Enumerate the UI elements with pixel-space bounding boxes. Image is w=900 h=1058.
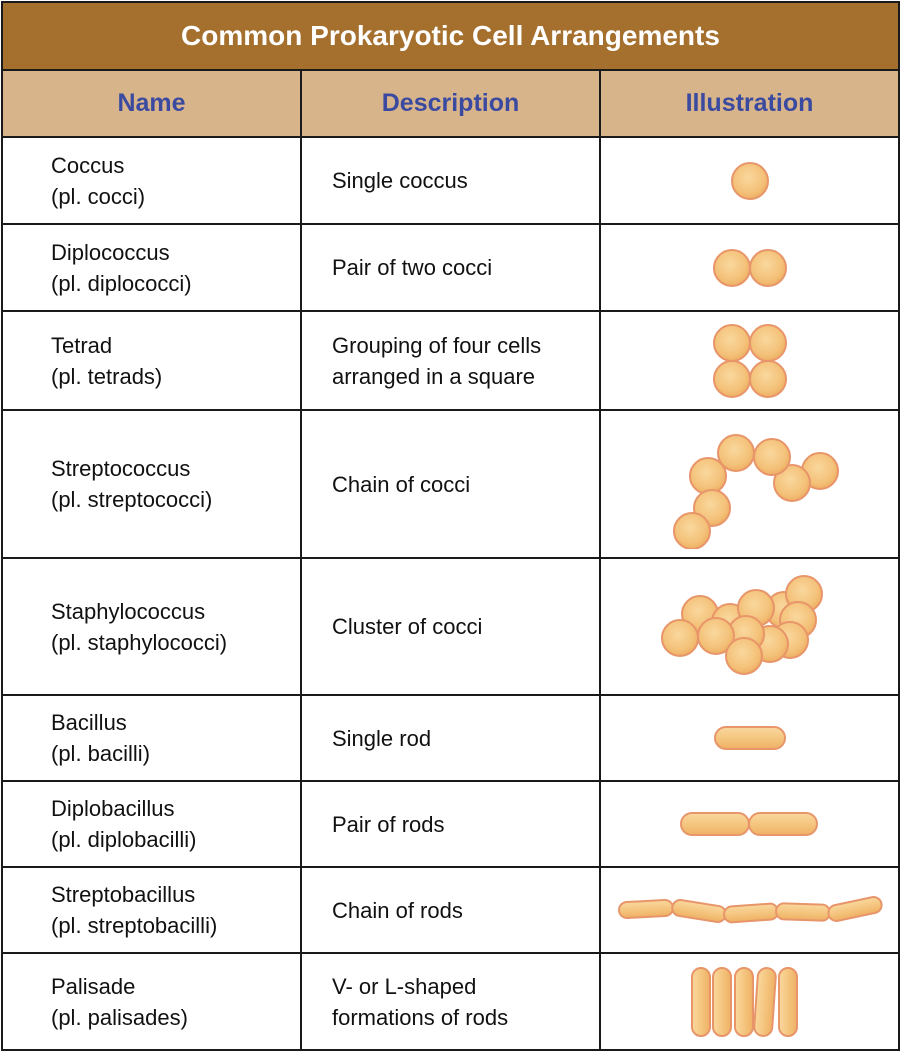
diplobacillus-illustration <box>679 812 818 836</box>
staphylococcus-illustration <box>660 574 823 675</box>
description-text: formations of rods <box>332 1004 509 1030</box>
palisade-illustration <box>690 966 798 1037</box>
name-cell: Bacillus (pl. bacilli) <box>1 694 302 782</box>
diplococcus-illustration <box>712 248 787 287</box>
name-cell: Diplobacillus (pl. diplobacilli) <box>1 780 302 868</box>
illustration-cell <box>599 866 900 954</box>
plural-text: (pl. streptobacilli) <box>51 913 218 938</box>
description-text: Pair of rods <box>332 811 445 837</box>
illustration-cell <box>599 694 900 782</box>
illustration-cell <box>599 952 900 1051</box>
plural-text: (pl. palisades) <box>51 1004 188 1030</box>
description-cell: V- or L-shaped formations of rods <box>300 952 601 1051</box>
column-header-description: Description <box>300 69 601 138</box>
description-text: Single coccus <box>332 168 468 193</box>
name-text: Diplococcus <box>51 239 170 265</box>
name-cell: Staphylococcus (pl. staphylococci) <box>1 557 302 696</box>
name-cell: Streptococcus (pl. streptococci) <box>1 409 302 559</box>
table-row: Streptococcus (pl. streptococci) Chain o… <box>1 409 900 559</box>
name-text: Diplobacillus <box>51 796 175 821</box>
illustration-cell <box>599 780 900 868</box>
description-text: Single rod <box>332 725 432 751</box>
table-row: Streptobacillus (pl. streptobacilli) Cha… <box>1 866 900 954</box>
name-cell: Coccus (pl. cocci) <box>1 136 302 225</box>
name-text: Streptobacillus <box>51 882 196 907</box>
table-row: Diplococcus (pl. diplococci) Pair of two… <box>1 223 900 312</box>
description-cell: Grouping of four cells arranged in a squ… <box>300 310 601 411</box>
column-header-illustration: Illustration <box>599 69 900 138</box>
description-text: Cluster of cocci <box>332 614 483 639</box>
table-row: Coccus (pl. cocci) Single coccus <box>1 136 900 225</box>
description-text: Grouping of four cells <box>332 332 542 358</box>
header-row: Name Description Illustration <box>1 69 900 138</box>
streptococcus-illustration <box>672 434 839 549</box>
plural-text: (pl. staphylococci) <box>51 629 228 655</box>
tetrad-illustration <box>712 323 787 398</box>
illustration-cell <box>599 310 900 411</box>
description-cell: Pair of two cocci <box>300 223 601 312</box>
description-text: Chain of rods <box>332 897 463 923</box>
table-row: Staphylococcus (pl. staphylococci) Clust… <box>1 557 900 696</box>
title-row: Common Prokaryotic Cell Arrangements <box>1 1 900 71</box>
name-text: Streptococcus <box>51 456 191 481</box>
description-cell: Cluster of cocci <box>300 557 601 696</box>
plural-text: (pl. diplobacilli) <box>51 827 197 852</box>
plural-text: (pl. bacilli) <box>51 741 151 766</box>
description-cell: Chain of cocci <box>300 409 601 559</box>
illustration-cell <box>599 409 900 559</box>
name-text: Palisade <box>51 973 136 999</box>
table-row: Palisade (pl. palisades) V- or L-shaped … <box>1 952 900 1051</box>
description-cell: Chain of rods <box>300 866 601 954</box>
plural-text: (pl. streptococci) <box>51 487 213 512</box>
table-title: Common Prokaryotic Cell Arrangements <box>1 1 900 71</box>
plural-text: (pl. tetrads) <box>51 363 163 389</box>
name-text: Tetrad <box>51 332 113 358</box>
name-text: Coccus <box>51 152 125 178</box>
column-header-name: Name <box>1 69 302 138</box>
table-row: Diplobacillus (pl. diplobacilli) Pair of… <box>1 780 900 868</box>
single-coccus-illustration <box>730 161 769 200</box>
name-text: Staphylococcus <box>51 598 206 624</box>
table-row: Bacillus (pl. bacilli) Single rod <box>1 694 900 782</box>
description-cell: Single coccus <box>300 136 601 225</box>
name-cell: Streptobacillus (pl. streptobacilli) <box>1 866 302 954</box>
bacillus-illustration <box>713 726 786 750</box>
name-cell: Tetrad (pl. tetrads) <box>1 310 302 411</box>
description-cell: Pair of rods <box>300 780 601 868</box>
plural-text: (pl. diplococci) <box>51 270 192 296</box>
table-row: Tetrad (pl. tetrads) Grouping of four ce… <box>1 310 900 411</box>
description-text: V- or L-shaped <box>332 973 477 999</box>
illustration-cell <box>599 223 900 312</box>
description-text: Pair of two cocci <box>332 255 493 280</box>
description-text: arranged in a square <box>332 363 536 389</box>
name-cell: Diplococcus (pl. diplococci) <box>1 223 302 312</box>
plural-text: (pl. cocci) <box>51 183 146 209</box>
illustration-cell <box>599 557 900 696</box>
description-cell: Single rod <box>300 694 601 782</box>
name-cell: Palisade (pl. palisades) <box>1 952 302 1051</box>
description-text: Chain of cocci <box>332 471 471 497</box>
name-text: Bacillus <box>51 710 127 735</box>
illustration-cell <box>599 136 900 225</box>
streptobacillus-illustration <box>617 896 883 924</box>
